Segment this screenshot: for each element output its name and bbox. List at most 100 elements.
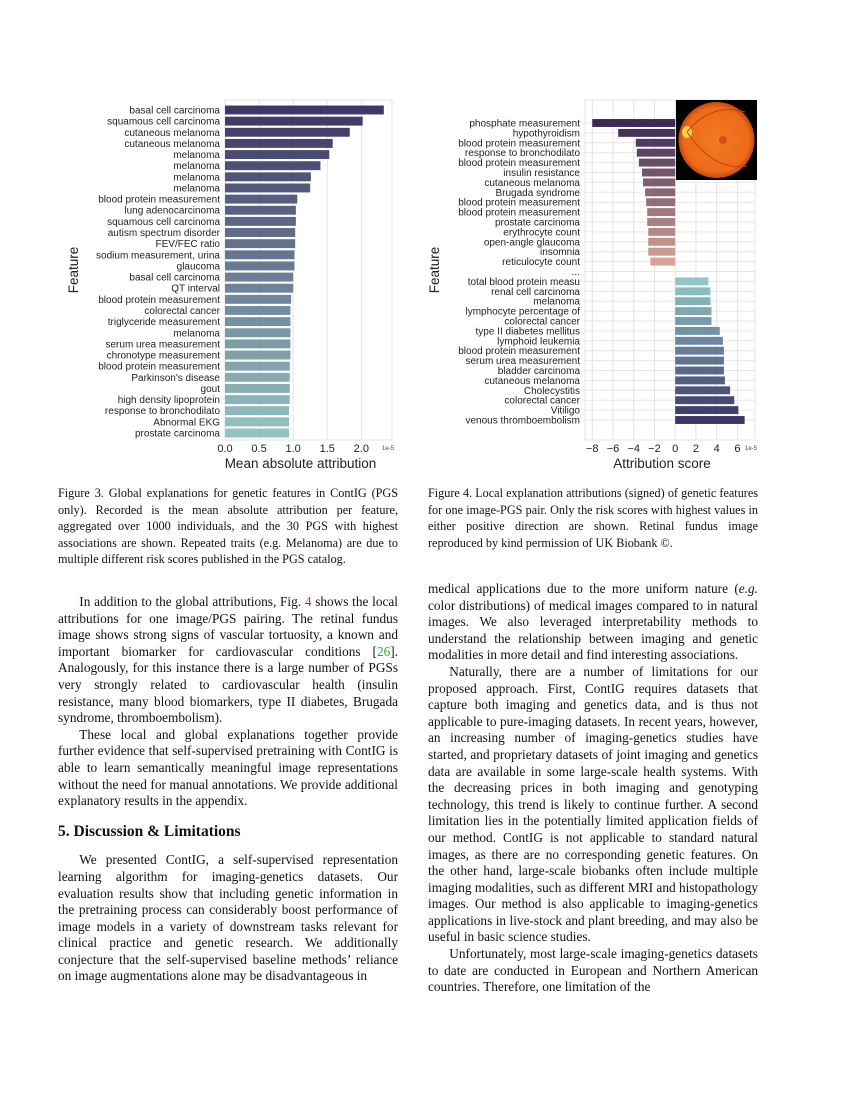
- y-tick-label: cutaneous melanoma: [484, 376, 580, 387]
- y-tick-label: high density lipoprotein: [118, 395, 220, 406]
- emphasis: e.g.: [738, 581, 758, 596]
- x-tick-label: 6: [734, 443, 740, 455]
- section-heading: 5. Discussion & Limitations: [58, 822, 241, 840]
- y-tick-label: response to bronchodilato: [465, 148, 581, 159]
- y-tick-label: blood protein measurement: [458, 138, 580, 149]
- y-tick-label: squamous cell carcinoma: [107, 117, 220, 128]
- y-tick-label: blood protein measurement: [458, 158, 580, 169]
- bar: [647, 208, 676, 217]
- x-scale-note: 1e-5: [382, 446, 395, 452]
- bar: [648, 237, 676, 246]
- y-tick-label: Vitiligo: [551, 406, 581, 417]
- paragraph-text: shows the local attributions for one ima…: [58, 594, 398, 659]
- paragraph-text: color distributions) of medical images c…: [428, 597, 758, 663]
- y-tick-label: colorectal cancer: [504, 317, 580, 328]
- x-tick-label: 1.0: [286, 443, 301, 455]
- y-tick-label: melanoma: [173, 150, 220, 161]
- y-tick-label: serum urea measurement: [466, 356, 581, 367]
- bar: [675, 287, 711, 296]
- bar: [225, 172, 311, 182]
- y-tick-label: cutaneous melanoma: [484, 178, 580, 189]
- bar: [643, 178, 676, 187]
- bar: [225, 272, 294, 282]
- bar: [675, 346, 724, 355]
- bar: [225, 317, 291, 327]
- y-tick-label: venous thromboembolism: [466, 416, 581, 427]
- x-scale-note: 1e-5: [745, 446, 758, 452]
- bar: [675, 307, 712, 316]
- y-tick-label: response to bronchodilato: [105, 406, 221, 417]
- y-tick-label: erythrocyte count: [503, 227, 580, 238]
- y-tick-label: basal cell carcinoma: [129, 106, 220, 117]
- bar: [648, 247, 676, 256]
- y-tick-label: blood protein measurement: [458, 198, 580, 209]
- bar: [675, 366, 724, 375]
- y-tick-label: Parkinson's disease: [131, 373, 220, 384]
- y-tick-label: glaucoma: [177, 261, 221, 272]
- y-tick-label: blood protein measurement: [98, 195, 220, 206]
- y-tick-label: Brugada syndrome: [496, 188, 581, 199]
- right-column: medical applications due to the more uni…: [428, 581, 758, 996]
- x-tick-label: 1.5: [320, 443, 335, 455]
- bar: [225, 239, 296, 249]
- x-axis-label: Mean absolute attribution: [225, 456, 377, 471]
- bar: [675, 336, 723, 345]
- citation-link[interactable]: 26: [376, 643, 391, 659]
- y-tick-label: prostate carcinoma: [495, 218, 580, 229]
- bar: [225, 328, 291, 338]
- bar: [225, 361, 290, 371]
- y-tick-label: lymphoid leukemia: [497, 336, 580, 347]
- x-tick-label: 4: [714, 443, 720, 455]
- x-tick-label: 0.0: [217, 443, 232, 455]
- figure-ref-link[interactable]: 4: [304, 594, 312, 609]
- y-tick-label: open-angle glaucoma: [484, 237, 581, 248]
- plot-frame: [584, 99, 756, 441]
- figure-3-caption: Figure 3. Global explanations for geneti…: [58, 486, 398, 567]
- bar: [225, 261, 295, 271]
- y-tick-label: FEV/FEC ratio: [156, 239, 221, 250]
- y-tick-label: lung adenocarcinoma: [124, 206, 220, 217]
- y-tick-label: prostate carcinoma: [135, 429, 220, 440]
- y-tick-label: gout: [201, 384, 221, 395]
- paragraph-text: ]. Analogously, for this instance there …: [58, 643, 398, 726]
- bar: [225, 194, 298, 204]
- bar: [225, 216, 296, 226]
- bar: [225, 294, 292, 304]
- bar: [675, 356, 724, 365]
- x-tick-label: −4: [627, 443, 640, 455]
- y-tick-label: reticulocyte count: [502, 257, 580, 268]
- figure-4-caption: Figure 4. Local explanation attributions…: [428, 486, 758, 550]
- y-tick-label: melanoma: [533, 297, 580, 308]
- bar: [675, 416, 745, 424]
- left-column: In addition to the global attributions, …: [58, 594, 398, 985]
- bar: [635, 138, 676, 147]
- y-tick-label: squamous cell carcinoma: [107, 217, 220, 228]
- y-tick-label: phosphate measurement: [469, 119, 580, 130]
- paragraph-text: In addition to the global attributions, …: [79, 594, 305, 609]
- bar: [225, 350, 291, 360]
- y-tick-label: serum urea measurement: [106, 339, 221, 350]
- bar: [642, 168, 676, 177]
- paragraph: Unfortunately, most large-scale imaging-…: [428, 946, 758, 995]
- x-axis-label: Attribution score: [613, 456, 711, 471]
- paragraph: medical applications due to the more uni…: [428, 581, 758, 664]
- bar: [618, 128, 676, 137]
- bar: [225, 105, 384, 115]
- figure-4-chart: −8 −6 −4 −2 0 2 4 6 phosphate measurementhypothy…: [427, 99, 758, 471]
- bar: [675, 326, 720, 335]
- bar: [675, 317, 712, 325]
- y-tick-label: cutaneous melanoma: [124, 128, 220, 139]
- bar: [225, 417, 290, 427]
- y-tick-label: colorectal cancer: [144, 306, 220, 317]
- y-tick-label: basal cell carcinoma: [129, 273, 220, 284]
- bar: [638, 158, 676, 167]
- bar: [675, 406, 739, 415]
- y-tick-label: melanoma: [173, 161, 220, 172]
- x-tick-label: 0: [672, 443, 678, 455]
- y-tick-label: ...: [572, 267, 580, 278]
- bar: [225, 339, 291, 349]
- x-tick-label: 0.5: [251, 443, 266, 455]
- bar: [225, 306, 291, 315]
- bar: [592, 119, 676, 127]
- y-tick-label: total blood protein measu: [468, 277, 580, 288]
